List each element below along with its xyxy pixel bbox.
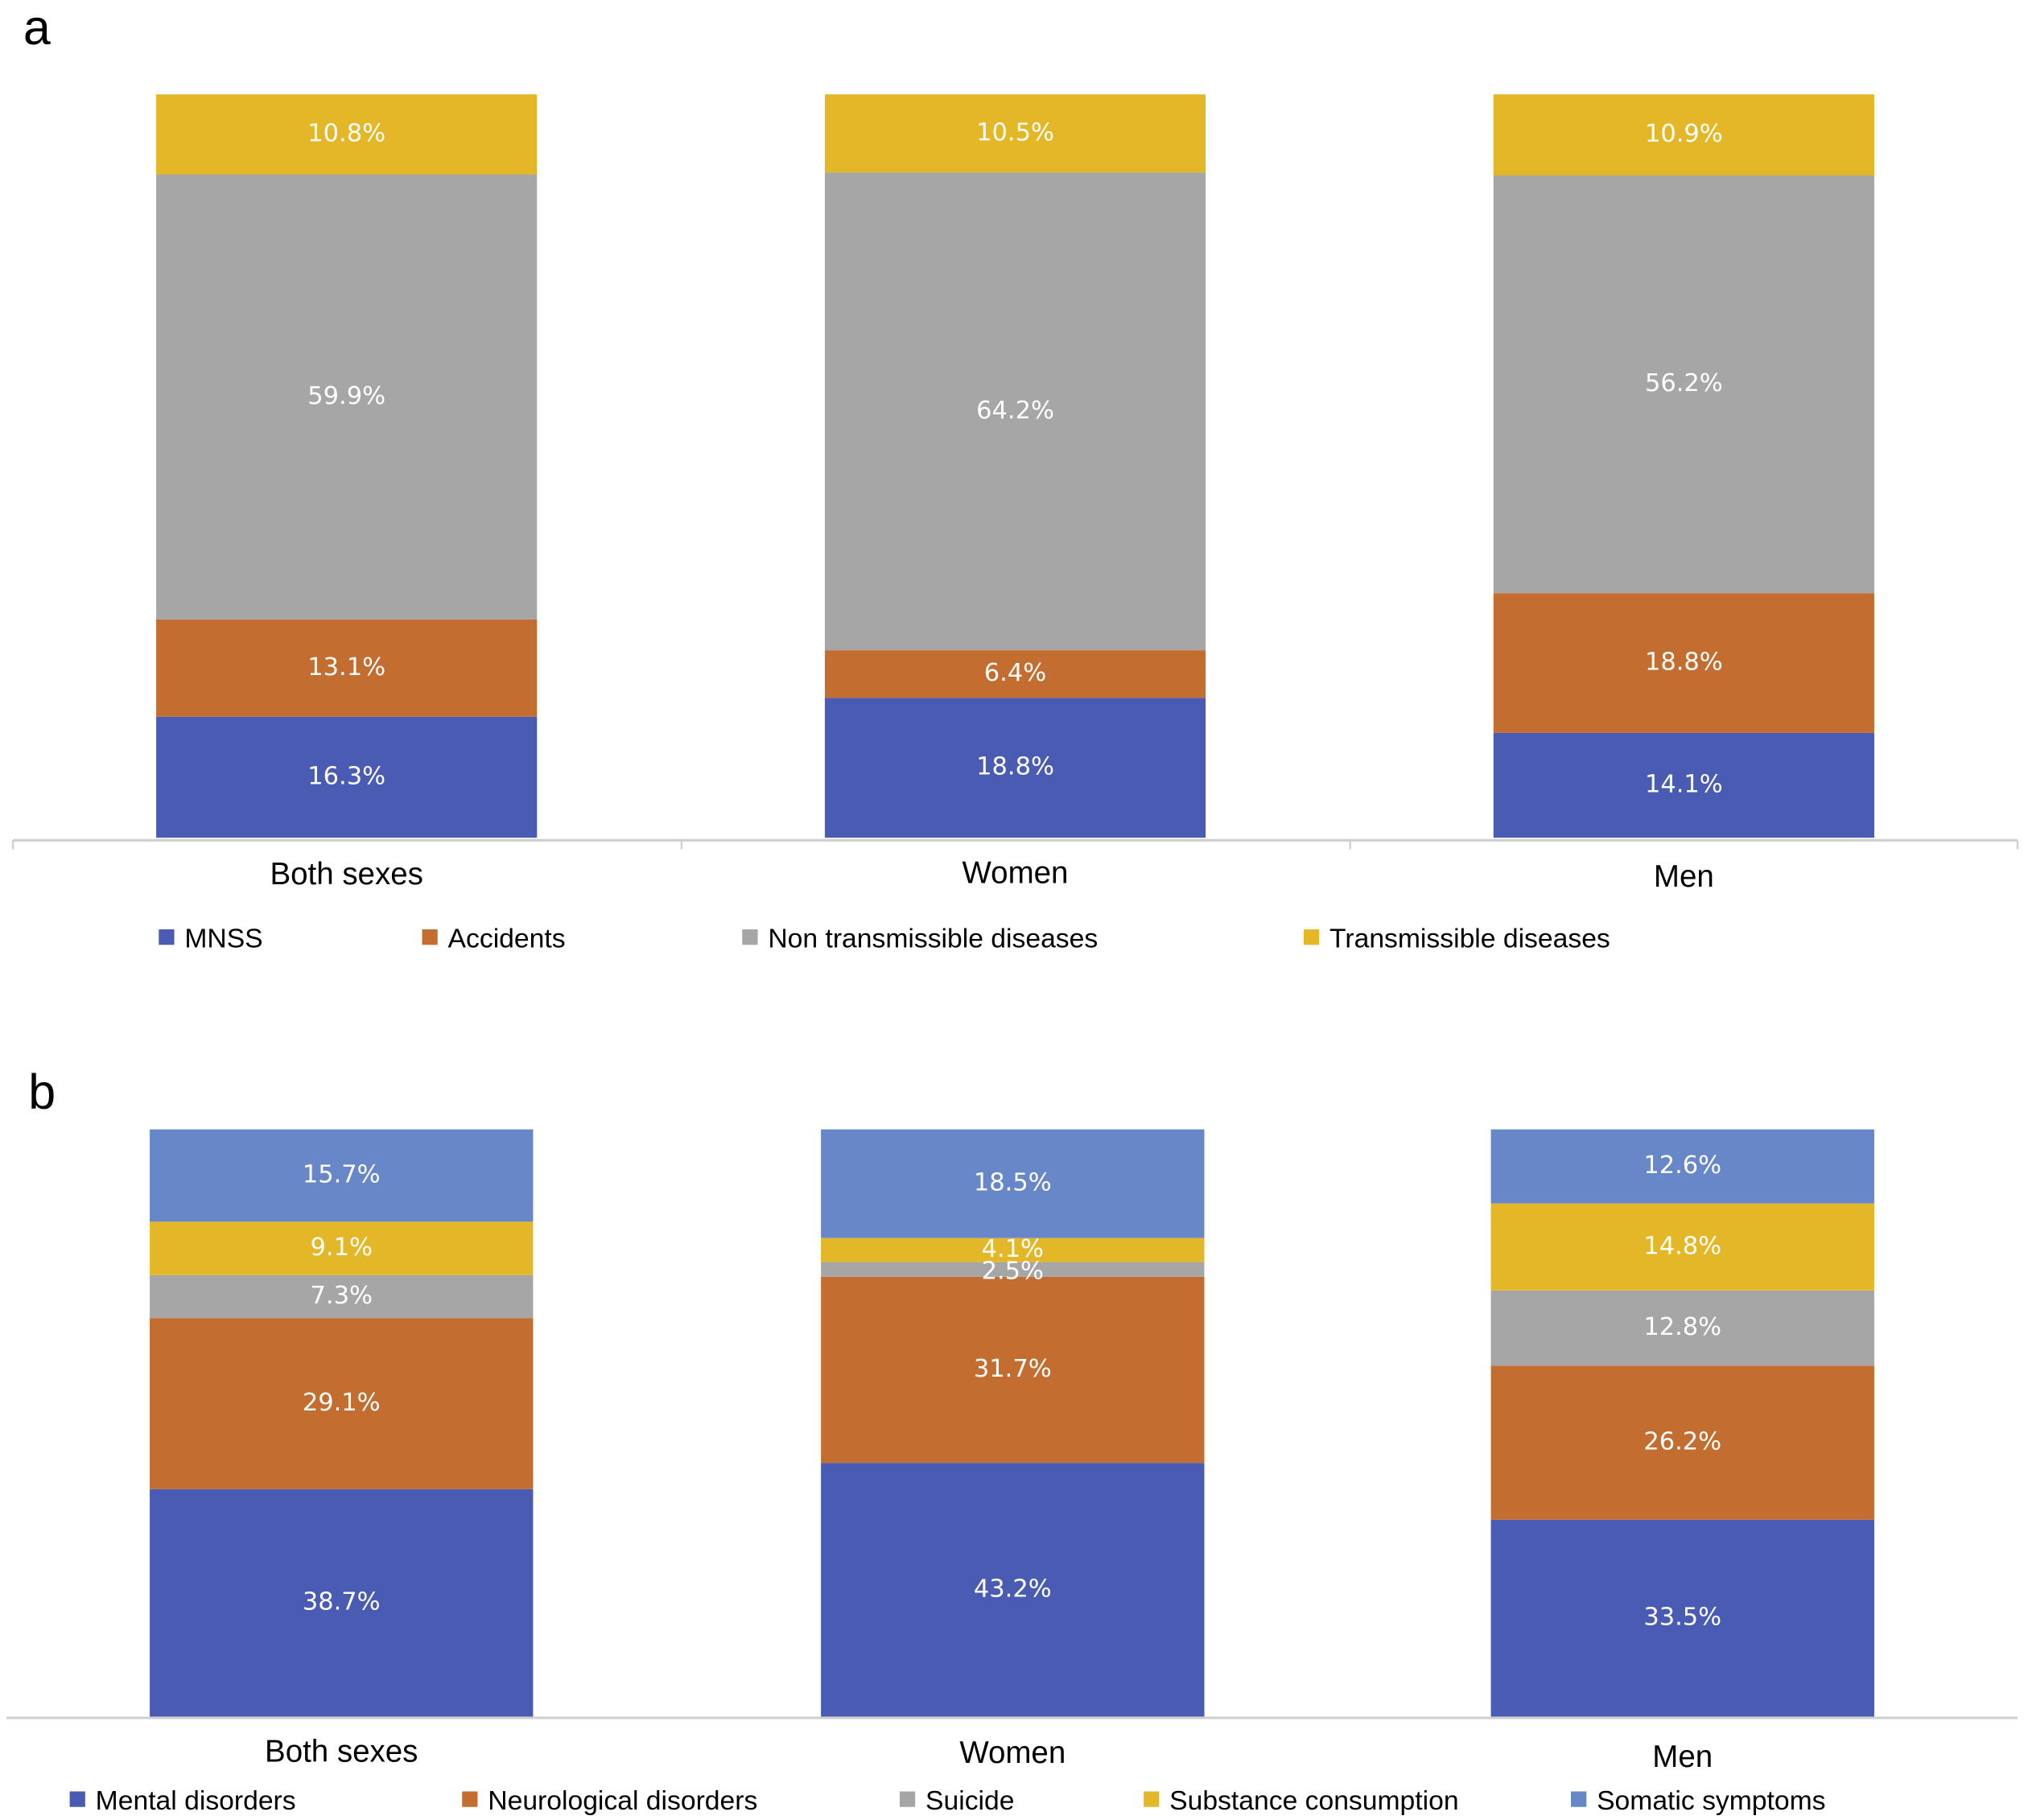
data-label: 4.1%	[982, 1235, 1044, 1263]
legend-swatch	[69, 1791, 85, 1807]
bar-segment	[1490, 1129, 1874, 1204]
bar-segment	[821, 1463, 1205, 1717]
bar-segment	[150, 1129, 534, 1222]
data-label: 13.1%	[307, 653, 385, 681]
data-label: 18.5%	[974, 1169, 1052, 1197]
legend-label: Accidents	[448, 924, 566, 954]
data-label: 16.3%	[307, 762, 385, 790]
bar-segment	[821, 1237, 1205, 1262]
legend-label: Transmissible diseases	[1329, 924, 1610, 954]
bar-segment	[1490, 1519, 1874, 1717]
bar-segment	[150, 1221, 534, 1275]
bar-segment	[150, 1274, 534, 1319]
legend-swatch	[1303, 929, 1320, 945]
data-label: 43.2%	[974, 1575, 1052, 1603]
category-tick-label: Both sexes	[265, 1735, 418, 1769]
bar-segment	[821, 1129, 1205, 1238]
bar-segment	[1490, 1365, 1874, 1520]
bar-segment	[824, 94, 1206, 173]
category-tick-label: Women	[963, 855, 1069, 890]
data-label: 15.7%	[303, 1161, 381, 1189]
panel-label-b: b	[28, 1064, 56, 1119]
category-tick-label: Men	[1654, 859, 1714, 894]
legend-label: Somatic symptoms	[1597, 1786, 1825, 1816]
legend-swatch	[1571, 1791, 1587, 1807]
bar-segment	[821, 1276, 1205, 1464]
bar-segment	[1493, 175, 1874, 594]
bar-segment	[150, 1489, 534, 1717]
legend-label: Suicide	[925, 1786, 1014, 1816]
legend-swatch	[159, 929, 175, 945]
data-label: 14.8%	[1643, 1232, 1721, 1260]
data-label: 59.9%	[307, 382, 385, 410]
category-tick-label: Men	[1652, 1740, 1713, 1774]
legend-swatch	[462, 1791, 478, 1807]
bar-segment	[1490, 1290, 1874, 1366]
data-label: 18.8%	[976, 753, 1054, 781]
panel-b-chart: 38.7% 29.1% 7.3% 9.1% 15.7% Both sexes 43.2% 31…	[6, 1129, 2018, 1816]
legend-label: Non transmissible diseases	[768, 924, 1098, 954]
data-label: 7.3%	[311, 1282, 373, 1310]
panel-a-chart: 16.3% 13.1% 59.9% 10.8% Both sexes 18.8% 6.4% 6…	[11, 94, 2019, 954]
data-label: 10.8%	[307, 120, 385, 148]
bar-segment	[156, 619, 538, 717]
data-label: 26.2%	[1643, 1428, 1721, 1456]
category-tick-label: Both sexes	[270, 857, 423, 891]
data-label: 38.7%	[303, 1588, 381, 1616]
legend-label: Substance consumption	[1169, 1786, 1458, 1816]
data-label: 2.5%	[982, 1257, 1044, 1285]
data-label: 6.4%	[984, 659, 1046, 687]
bar-segment	[824, 698, 1206, 838]
data-label: 12.8%	[1643, 1313, 1721, 1341]
data-label: 29.1%	[303, 1389, 381, 1417]
legend-swatch	[742, 929, 758, 945]
bar-segment	[150, 1318, 534, 1489]
bar-segment	[1493, 732, 1874, 838]
category-tick-label: Women	[959, 1736, 1066, 1770]
panel-label-a: a	[23, 0, 51, 55]
data-label: 10.5%	[976, 118, 1054, 146]
legend-swatch	[899, 1791, 916, 1807]
legend-label: Neurological disorders	[488, 1786, 757, 1816]
data-label: 9.1%	[311, 1233, 373, 1262]
data-label: 14.1%	[1645, 771, 1723, 799]
bar-segment	[156, 716, 538, 838]
bar-segment	[1493, 593, 1874, 733]
data-label: 10.9%	[1645, 120, 1723, 148]
legend-label: Mental disorders	[96, 1786, 296, 1816]
legend-swatch	[1144, 1791, 1160, 1807]
data-label: 18.8%	[1645, 649, 1723, 677]
bar-segment	[821, 1262, 1205, 1277]
bar-segment	[1493, 94, 1874, 176]
data-label: 56.2%	[1645, 369, 1723, 397]
bar-segment	[1490, 1203, 1874, 1291]
data-label: 33.5%	[1643, 1604, 1721, 1632]
bar-segment	[824, 172, 1206, 651]
data-label: 12.6%	[1643, 1151, 1721, 1180]
data-label: 31.7%	[974, 1355, 1052, 1383]
legend-label: MNSS	[184, 924, 262, 954]
bar-segment	[156, 174, 538, 620]
legend-swatch	[422, 929, 438, 945]
bar-segment	[824, 650, 1206, 698]
data-label: 64.2%	[976, 397, 1054, 425]
bar-segment	[156, 94, 538, 175]
